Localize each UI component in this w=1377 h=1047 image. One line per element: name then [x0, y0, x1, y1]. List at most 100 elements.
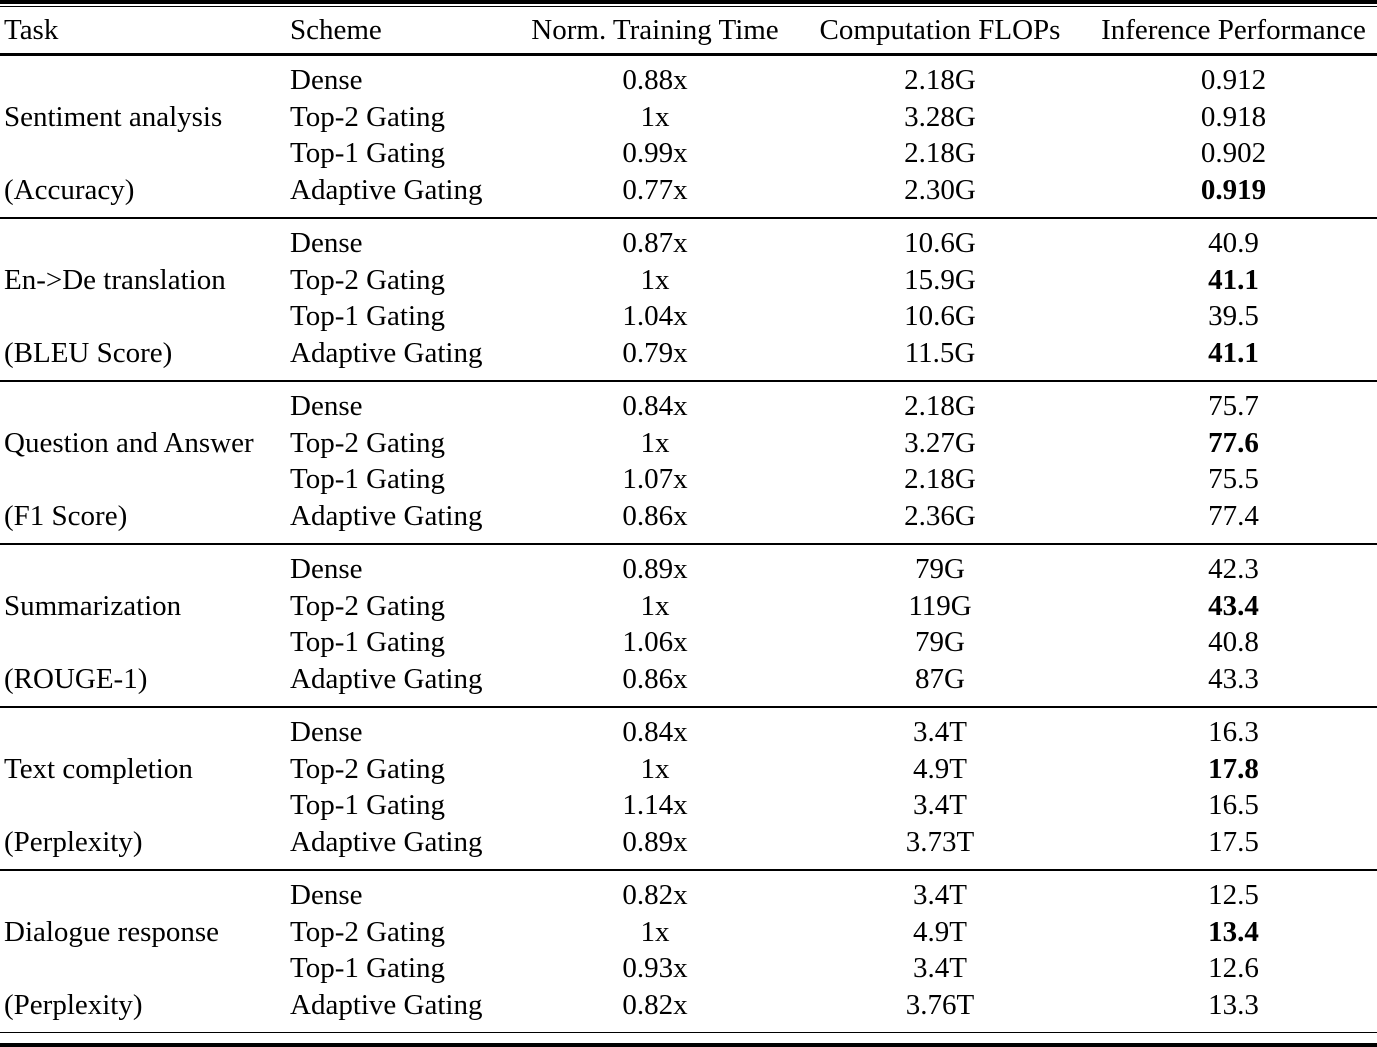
- training-time-cell: 0.79x: [622, 336, 688, 369]
- performance-cell: 16.5: [1208, 789, 1259, 821]
- scheme-cell: Dense: [290, 227, 363, 259]
- table-row: Dense 0.87x 10.6G 40.9: [0, 218, 1377, 262]
- flops-cell: 10.6G: [904, 227, 976, 259]
- column-header-scheme: Scheme: [286, 6, 520, 56]
- training-time-cell: 1.06x: [622, 626, 688, 658]
- performance-cell: 75.5: [1208, 463, 1259, 495]
- table-row: (ROUGE-1) Adaptive Gating 0.86x 87G 43.3: [0, 661, 1377, 708]
- flops-cell: 119G: [908, 589, 972, 622]
- flops-cell: 3.28G: [904, 100, 976, 133]
- table-row: Dialogue response Top-2 Gating 1x 4.9T 1…: [0, 914, 1377, 951]
- task-cell: [0, 135, 286, 172]
- flops-cell: 2.18G: [904, 463, 976, 495]
- task-group-dialogue-response: Dense 0.82x 3.4T 12.5 Dialogue response …: [0, 870, 1377, 1033]
- table-header: Task Scheme Norm. Training Time Computat…: [0, 6, 1377, 56]
- training-time-cell: 1x: [640, 752, 670, 785]
- performance-cell: 75.7: [1208, 390, 1259, 422]
- task-metric-cell: (BLEU Score): [4, 336, 173, 369]
- header-row: Task Scheme Norm. Training Time Computat…: [0, 6, 1377, 56]
- scheme-cell: Top-1 Gating: [290, 789, 446, 821]
- performance-cell: 16.3: [1208, 716, 1259, 748]
- training-time-cell: 0.82x: [622, 988, 688, 1021]
- column-header-training-time: Norm. Training Time: [520, 6, 790, 56]
- training-time-cell: 1x: [640, 263, 670, 296]
- performance-cell: 39.5: [1208, 300, 1259, 332]
- scheme-cell: Adaptive Gating: [290, 499, 483, 532]
- task-cell: [0, 298, 286, 335]
- flops-cell: 3.76T: [905, 988, 975, 1021]
- table-row: Summarization Top-2 Gating 1x 119G 43.4: [0, 588, 1377, 625]
- task-cell: Text completion: [4, 752, 193, 785]
- scheme-cell: Top-2 Gating: [290, 752, 446, 785]
- table-row: Question and Answer Top-2 Gating 1x 3.27…: [0, 425, 1377, 462]
- performance-cell: 42.3: [1208, 553, 1259, 585]
- performance-cell: 0.902: [1200, 137, 1267, 169]
- performance-cell: 43.4: [1208, 589, 1259, 622]
- training-time-cell: 0.77x: [622, 173, 688, 206]
- training-time-cell: 1.04x: [622, 300, 688, 332]
- task-cell: En->De translation: [4, 263, 226, 296]
- performance-cell: 13.4: [1208, 915, 1259, 948]
- training-time-cell: 0.86x: [622, 662, 688, 695]
- table-row: (Perplexity) Adaptive Gating 0.82x 3.76T…: [0, 987, 1377, 1033]
- scheme-cell: Top-2 Gating: [290, 426, 446, 459]
- table-row: Text completion Top-2 Gating 1x 4.9T 17.…: [0, 751, 1377, 788]
- table-row: Top-1 Gating 1.04x 10.6G 39.5: [0, 298, 1377, 335]
- training-time-cell: 0.88x: [622, 64, 688, 96]
- flops-cell: 3.4T: [913, 879, 967, 911]
- column-header-flops: Computation FLOPs: [790, 6, 1090, 56]
- table-row: Dense 0.82x 3.4T 12.5: [0, 870, 1377, 914]
- task-group-en-de-translation: Dense 0.87x 10.6G 40.9 En->De translatio…: [0, 218, 1377, 381]
- scheme-cell: Top-1 Gating: [290, 463, 446, 495]
- performance-cell: 0.912: [1200, 64, 1267, 96]
- task-cell: [0, 381, 286, 425]
- results-table: Task Scheme Norm. Training Time Computat…: [0, 6, 1377, 1033]
- performance-cell: 43.3: [1208, 662, 1259, 695]
- flops-cell: 10.6G: [904, 300, 976, 332]
- flops-cell: 2.36G: [904, 499, 976, 532]
- performance-cell: 17.5: [1208, 825, 1259, 858]
- table-row: Dense 0.88x 2.18G 0.912: [0, 55, 1377, 99]
- task-cell: [0, 870, 286, 914]
- performance-cell: 12.5: [1208, 879, 1259, 911]
- table-row: (BLEU Score) Adaptive Gating 0.79x 11.5G…: [0, 335, 1377, 382]
- table-row: (F1 Score) Adaptive Gating 0.86x 2.36G 7…: [0, 498, 1377, 545]
- scheme-cell: Top-2 Gating: [290, 589, 446, 622]
- scheme-cell: Dense: [290, 64, 363, 96]
- scheme-cell: Adaptive Gating: [290, 336, 483, 369]
- training-time-cell: 1x: [640, 915, 670, 948]
- task-metric-cell: (Perplexity): [4, 988, 143, 1021]
- table-row: Dense 0.89x 79G 42.3: [0, 544, 1377, 588]
- table-row: (Accuracy) Adaptive Gating 0.77x 2.30G 0…: [0, 172, 1377, 219]
- task-group-question-and-answer: Dense 0.84x 2.18G 75.7 Question and Answ…: [0, 381, 1377, 544]
- scheme-cell: Top-1 Gating: [290, 137, 446, 169]
- scheme-cell: Top-2 Gating: [290, 915, 446, 948]
- scheme-cell: Top-2 Gating: [290, 100, 446, 133]
- scheme-cell: Adaptive Gating: [290, 825, 483, 858]
- performance-cell: 77.4: [1208, 499, 1259, 532]
- table-row: Top-1 Gating 0.99x 2.18G 0.902: [0, 135, 1377, 172]
- scheme-cell: Top-1 Gating: [290, 952, 446, 984]
- performance-cell: 0.919: [1200, 173, 1267, 206]
- table-row: Top-1 Gating 1.07x 2.18G 75.5: [0, 461, 1377, 498]
- scheme-cell: Top-1 Gating: [290, 626, 446, 658]
- training-time-cell: 1.07x: [622, 463, 688, 495]
- table-row: Top-1 Gating 1.14x 3.4T 16.5: [0, 787, 1377, 824]
- flops-cell: 79G: [915, 626, 965, 658]
- performance-cell: 41.1: [1208, 263, 1259, 296]
- performance-cell: 17.8: [1208, 752, 1259, 785]
- training-time-cell: 1x: [640, 100, 670, 133]
- scheme-cell: Adaptive Gating: [290, 173, 483, 206]
- flops-cell: 3.73T: [905, 825, 975, 858]
- task-cell: [0, 624, 286, 661]
- flops-cell: 4.9T: [913, 915, 967, 948]
- task-metric-cell: (ROUGE-1): [4, 662, 148, 695]
- scheme-cell: Dense: [290, 390, 363, 422]
- task-cell: [0, 950, 286, 987]
- training-time-cell: 0.84x: [622, 390, 688, 422]
- task-cell: [0, 787, 286, 824]
- table-row: En->De translation Top-2 Gating 1x 15.9G…: [0, 262, 1377, 299]
- scheme-cell: Top-1 Gating: [290, 300, 446, 332]
- performance-cell: 0.918: [1200, 100, 1267, 133]
